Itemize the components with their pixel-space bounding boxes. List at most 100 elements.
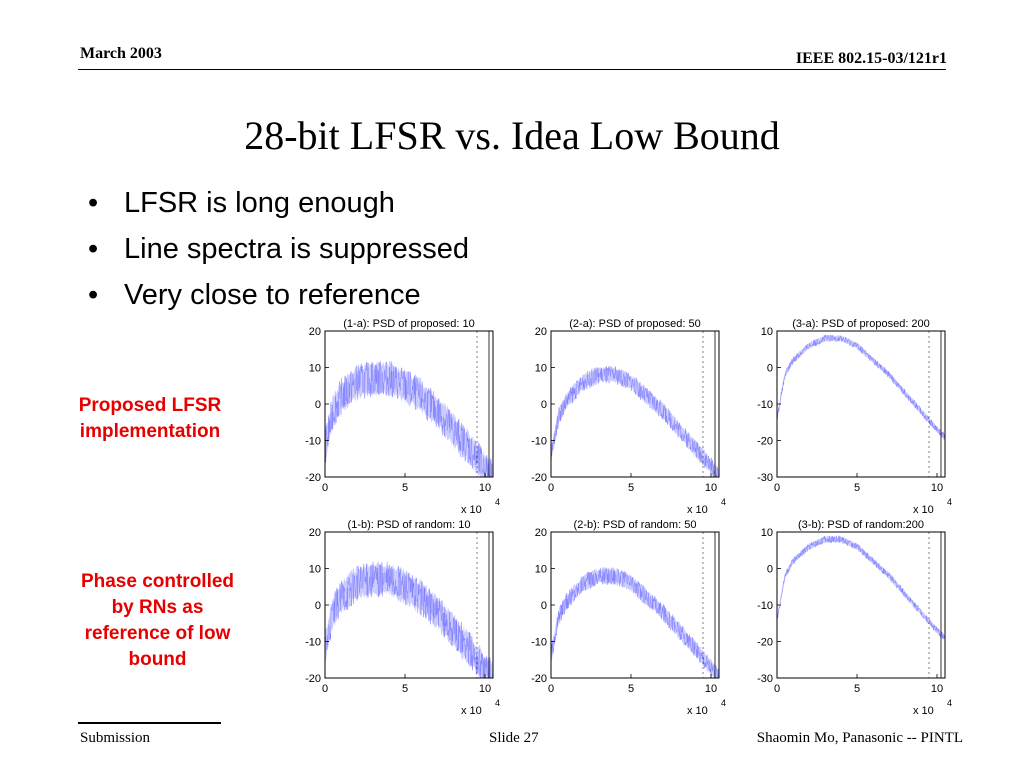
psd-ytick-label: 20 (309, 326, 321, 338)
psd-xtick-label: 0 (774, 683, 780, 695)
psd-ytick-label: 10 (309, 564, 321, 576)
psd-ytick-label: 20 (535, 326, 547, 338)
psd-xtick-label: 10 (705, 482, 717, 494)
psd-ytick-label: 0 (541, 399, 547, 411)
psd-xtick-label: 5 (854, 683, 860, 695)
footer-slide-number: Slide 27 (489, 730, 539, 746)
psd-ytick-label: 10 (535, 363, 547, 375)
slide-title: 28-bit LFSR vs. Idea Low Bound (244, 113, 780, 158)
psd-title: (2-b): PSD of random: 50 (574, 519, 697, 531)
psd-title: (1-b): PSD of random: 10 (348, 519, 471, 531)
psd-ytick-label: -20 (757, 436, 773, 448)
psd-band (551, 365, 719, 477)
header-rule (78, 69, 946, 70)
psd-ytick-label: -20 (531, 673, 547, 685)
psd-multiplier-exp: 4 (947, 497, 952, 507)
footer-author: Shaomin Mo, Panasonic -- PINTL (756, 730, 963, 746)
bullet-text: Line spectra is suppressed (124, 233, 469, 265)
psd-ytick-label: -10 (531, 436, 547, 448)
psd-xtick-label: 5 (628, 683, 634, 695)
bullet-text: LFSR is long enough (124, 187, 395, 219)
psd-xtick-label: 0 (548, 683, 554, 695)
random-label-line: bound (128, 649, 187, 670)
psd-trace (776, 334, 946, 440)
psd-ytick-label: 10 (309, 363, 321, 375)
proposed-label-line: Proposed LFSR (78, 395, 222, 416)
footer-rule (78, 722, 221, 724)
bullet-item: • LFSR is long enough (88, 180, 469, 226)
psd-xtick-label: 0 (322, 683, 328, 695)
random-label-line: Phase controlled (80, 571, 235, 592)
psd-ytick-label: 20 (309, 527, 321, 539)
bullet-item: • Line spectra is suppressed (88, 226, 469, 272)
psd-xtick-label: 0 (774, 482, 780, 494)
psd-multiplier-exp: 4 (721, 698, 726, 708)
psd-ytick-label: -10 (305, 436, 321, 448)
psd-xtick-label: 5 (854, 482, 860, 494)
psd-xtick-label: 10 (479, 482, 491, 494)
psd-ytick-label: -10 (757, 399, 773, 411)
psd-title: (1-a): PSD of proposed: 10 (343, 318, 474, 330)
psd-multiplier-exp: 4 (947, 698, 952, 708)
psd-multiplier: x 10 (687, 504, 708, 516)
psd-xtick-label: 10 (931, 683, 943, 695)
psd-xtick-label: 5 (402, 683, 408, 695)
psd-trace (324, 561, 494, 679)
psd-trace (550, 567, 720, 679)
psd-xtick-label: 5 (402, 482, 408, 494)
proposed-label: Proposed LFSR implementation (55, 393, 245, 445)
psd-trace (776, 535, 946, 639)
psd-ytick-label: -10 (305, 637, 321, 649)
psd-xtick-label: 10 (931, 482, 943, 494)
psd-ytick-label: -20 (305, 673, 321, 685)
psd-band (551, 566, 719, 678)
psd-multiplier: x 10 (913, 504, 934, 516)
psd-band (777, 334, 945, 440)
psd-trace (550, 366, 720, 478)
proposed-label-line: implementation (79, 421, 221, 442)
psd-multiplier-exp: 4 (495, 497, 500, 507)
psd-multiplier-exp: 4 (495, 698, 500, 708)
random-label: Phase controlled by RNs as reference of … (55, 569, 260, 673)
psd-ytick-label: 10 (535, 564, 547, 576)
bullet-dot: • (88, 233, 99, 265)
psd-ytick-label: -10 (757, 600, 773, 612)
psd-ytick-label: -30 (757, 673, 773, 685)
psd-xtick-label: 5 (628, 482, 634, 494)
psd-title: (2-a): PSD of proposed: 50 (569, 318, 700, 330)
header-doc-id: IEEE 802.15-03/121r1 (795, 50, 947, 67)
psd-ytick-label: -20 (305, 472, 321, 484)
psd-xtick-label: 10 (705, 683, 717, 695)
psd-multiplier-exp: 4 (721, 497, 726, 507)
bullet-text: Very close to reference (124, 279, 421, 311)
header-date: March 2003 (80, 45, 162, 62)
psd-multiplier: x 10 (913, 705, 934, 717)
psd-ytick-label: 0 (315, 399, 321, 411)
psd-ytick-label: -30 (757, 472, 773, 484)
psd-multiplier: x 10 (461, 504, 482, 516)
psd-ytick-label: 10 (761, 326, 773, 338)
random-label-line: by RNs as (111, 597, 204, 618)
psd-xtick-label: 10 (479, 683, 491, 695)
psd-ytick-label: 0 (541, 600, 547, 612)
psd-xtick-label: 0 (548, 482, 554, 494)
psd-ytick-label: 0 (767, 564, 773, 576)
footer-submission: Submission (80, 730, 151, 746)
psd-ytick-label: -10 (531, 637, 547, 649)
psd-ytick-label: 10 (761, 527, 773, 539)
bullet-item: • Very close to reference (88, 272, 469, 318)
bullet-dot: • (88, 187, 99, 219)
psd-xtick-label: 0 (322, 482, 328, 494)
psd-multiplier: x 10 (461, 705, 482, 717)
psd-ytick-label: 20 (535, 527, 547, 539)
psd-band (325, 360, 493, 477)
psd-multiplier: x 10 (687, 705, 708, 717)
psd-title: (3-a): PSD of proposed: 200 (792, 318, 930, 330)
psd-ytick-label: 0 (767, 363, 773, 375)
